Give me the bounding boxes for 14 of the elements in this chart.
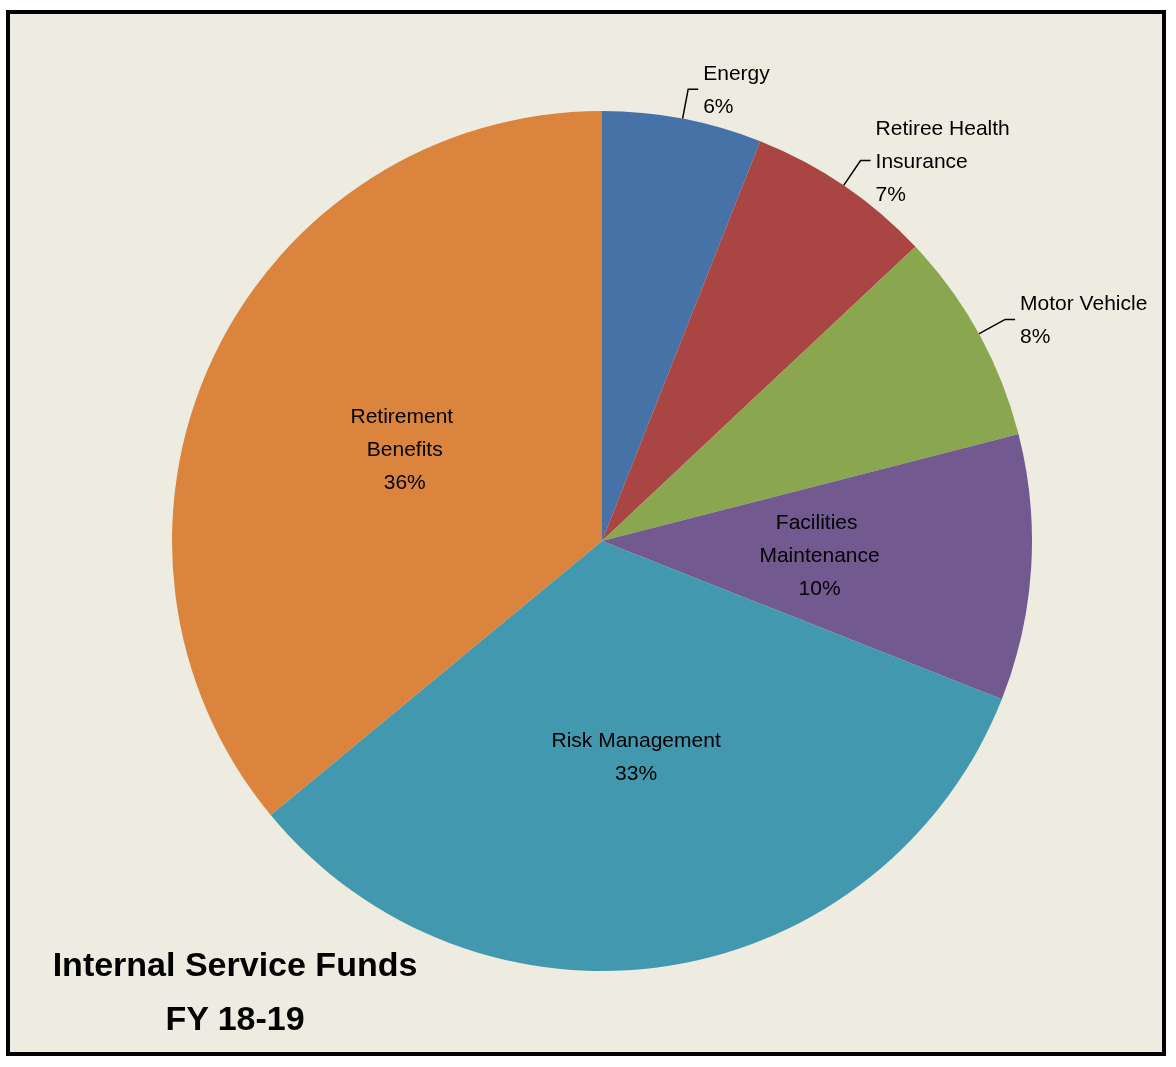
data-label: 33% — [615, 761, 658, 785]
data-label: 6% — [703, 94, 734, 118]
data-label: 10% — [798, 576, 841, 600]
text: Internal Service Funds — [52, 945, 418, 983]
data-label: 8% — [1020, 324, 1051, 348]
slice-label: Motor Vehicle — [1020, 291, 1148, 315]
slice-label: Risk Management — [551, 728, 721, 752]
slice-label: Energy — [703, 61, 771, 85]
slice-label: Retiree Health Insurance — [875, 116, 1016, 173]
slice-label: Retirement Benefits — [350, 403, 460, 460]
slice-label: Facilities Maintenance — [759, 510, 880, 567]
data-label: 7% — [875, 182, 906, 206]
text: FY 18-19 — [165, 999, 305, 1037]
data-label: 36% — [383, 469, 426, 493]
